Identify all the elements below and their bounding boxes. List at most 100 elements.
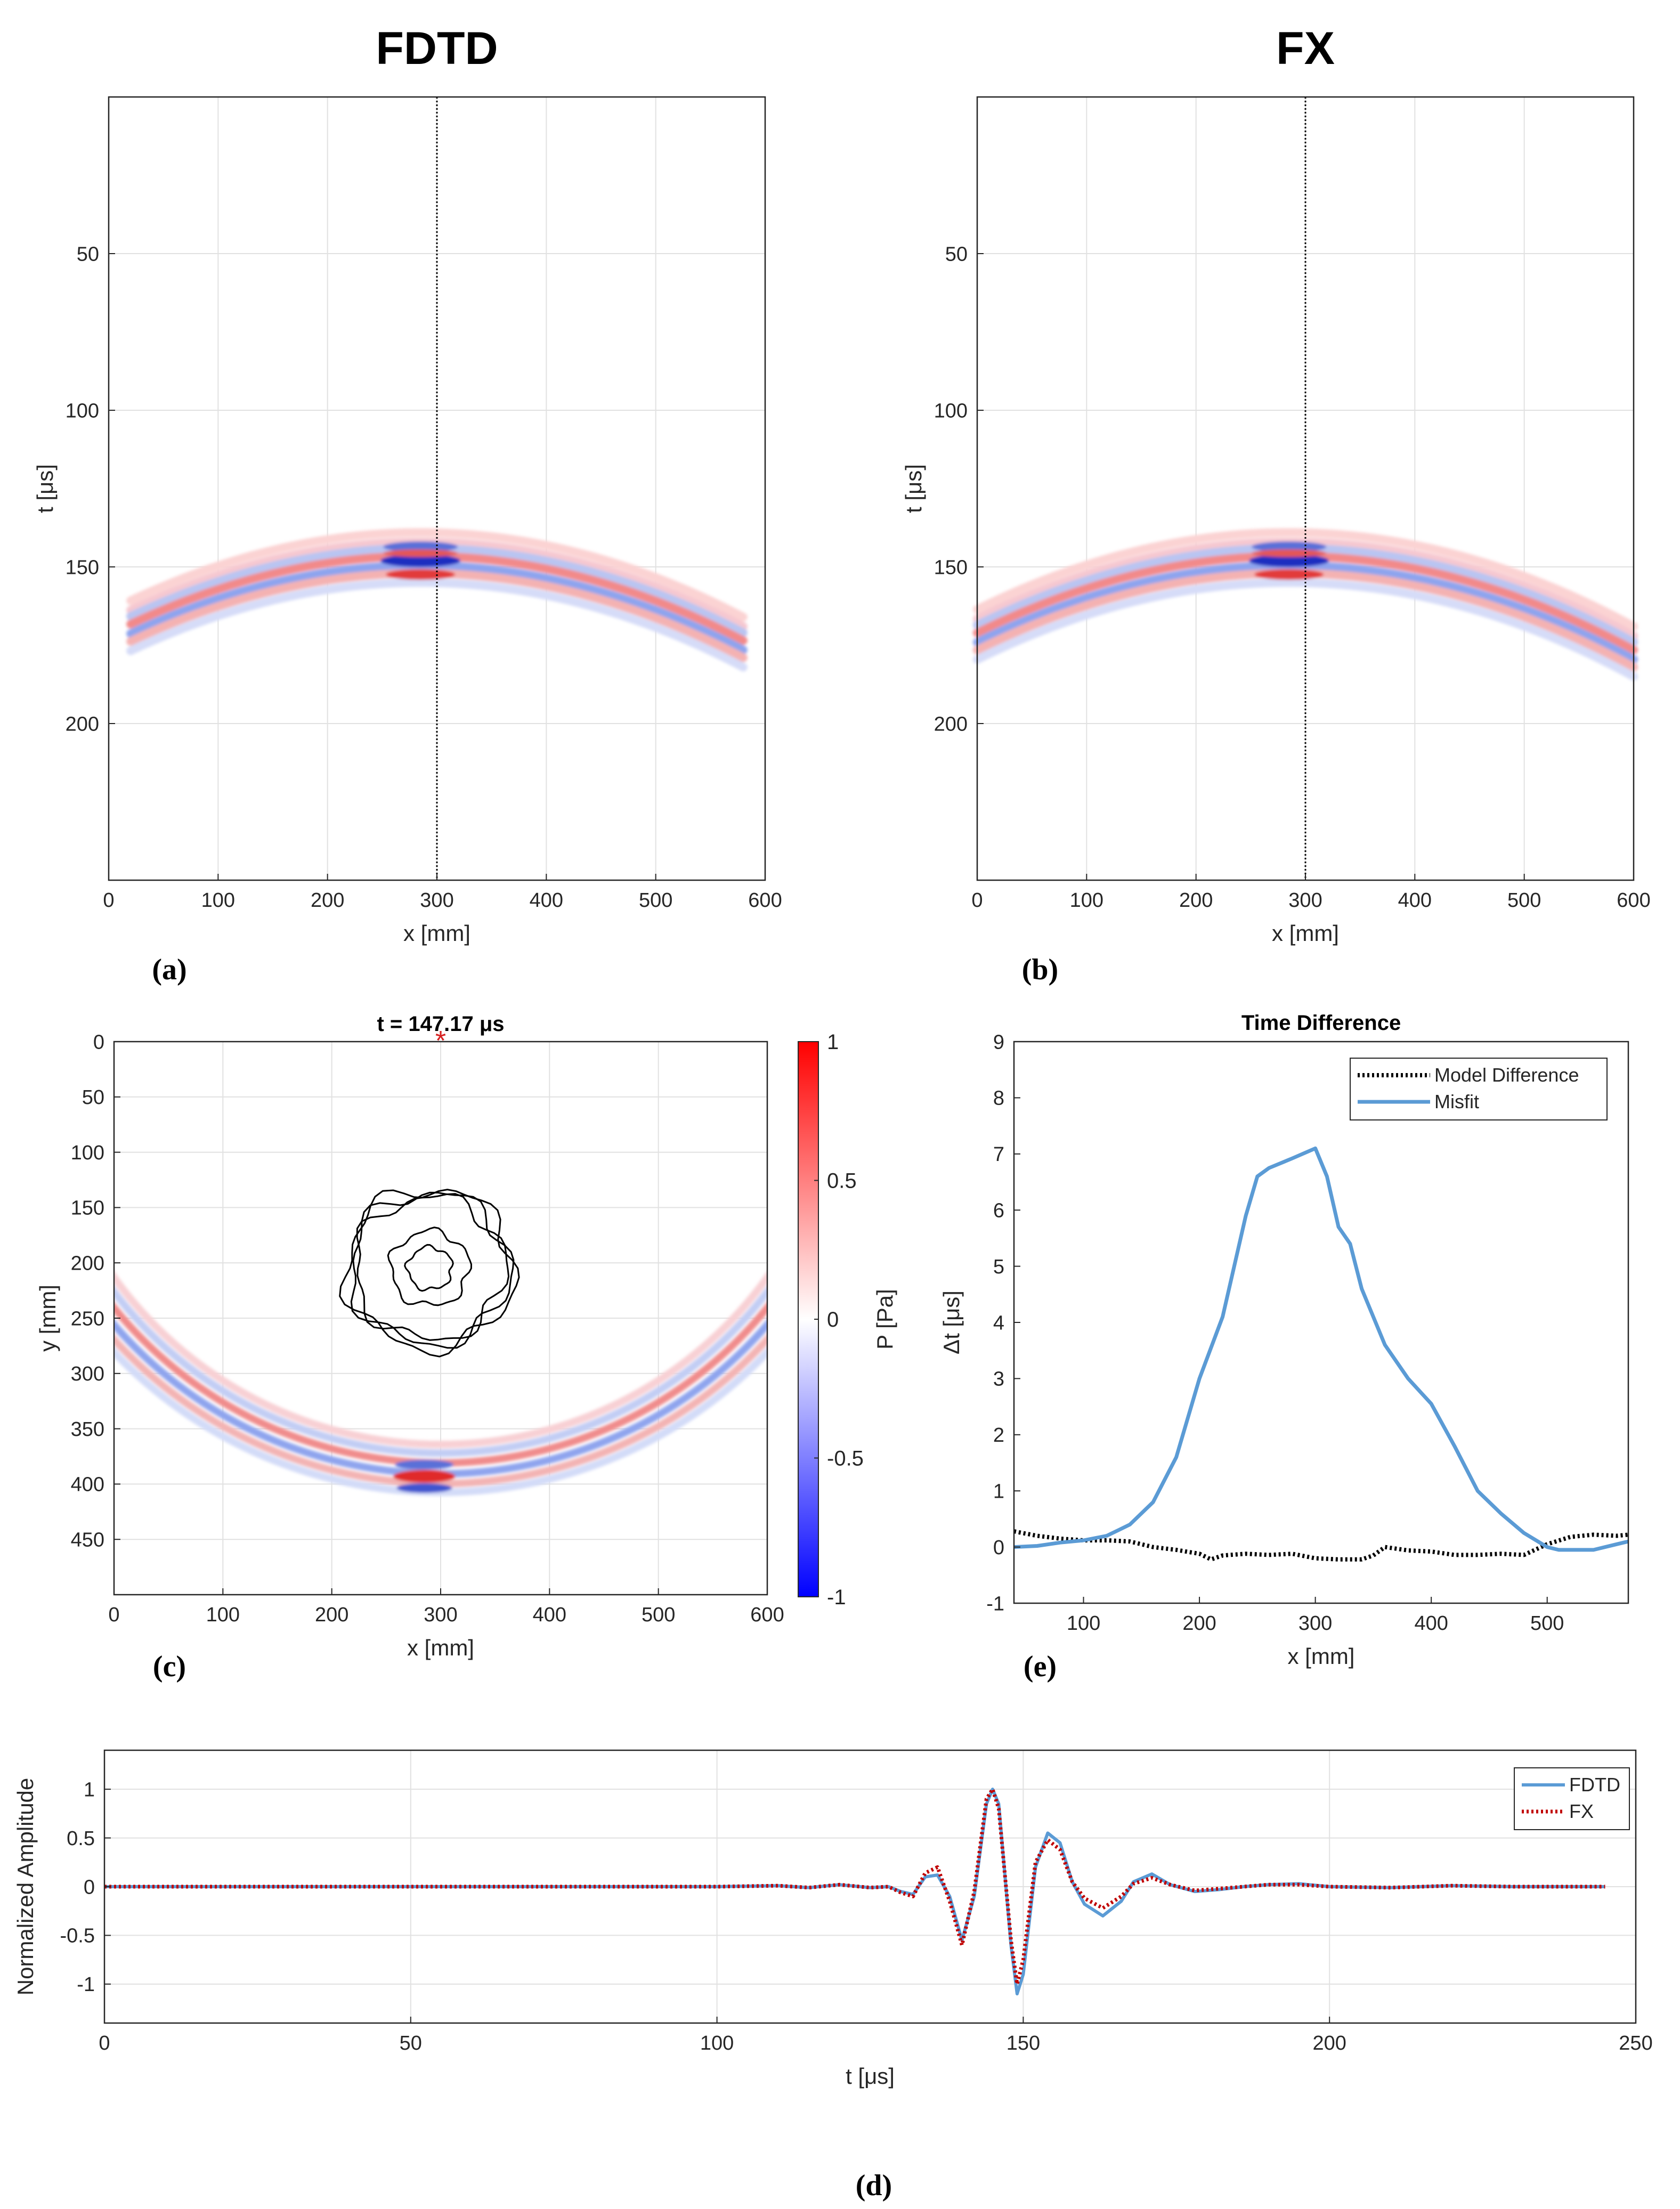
panel-title: t = 147.17 μs xyxy=(377,1012,504,1036)
y-tick-label: 350 xyxy=(71,1418,104,1441)
x-tick-label: 100 xyxy=(1067,1612,1100,1635)
x-tick-label: 500 xyxy=(1530,1612,1564,1635)
snapshot-wave xyxy=(114,1271,767,1496)
y-tick-label: -0.5 xyxy=(60,1925,95,1947)
x-tick-label: 500 xyxy=(642,1604,675,1626)
x-tick-label: 400 xyxy=(530,889,563,912)
y-tick-label: 9 xyxy=(993,1031,1004,1053)
x-tick-label: 0 xyxy=(103,889,114,912)
y-tick-label: 300 xyxy=(71,1363,104,1385)
plot-background xyxy=(1014,1042,1628,1603)
series-misfit xyxy=(1013,1146,1629,1552)
x-axis-label: x [mm] xyxy=(407,1635,474,1660)
focal-band xyxy=(383,549,458,557)
panel-d-trace: 0 50 100 150 200 250 1 0.5 0 -0.5 -1 t [μs] Normaliz… xyxy=(13,1749,1653,2089)
inclusion-contour xyxy=(356,1193,510,1341)
x-tick-label: 300 xyxy=(1288,889,1322,912)
focal-band xyxy=(386,569,456,580)
x-axis-label: x [mm] xyxy=(403,921,470,946)
y-tick-label: -1 xyxy=(986,1593,1004,1615)
focal-peak xyxy=(393,1469,456,1483)
y-tick-label: 50 xyxy=(82,1086,104,1109)
x-tick-label: 200 xyxy=(311,889,344,912)
y-tick-label: 6 xyxy=(993,1200,1004,1222)
y-tick-label: 5 xyxy=(993,1256,1004,1278)
x-tick-label: 300 xyxy=(1298,1612,1332,1635)
y-axis-label: y [mm] xyxy=(35,1285,60,1352)
x-tick-label: 50 xyxy=(400,2032,422,2054)
legend-label: Misfit xyxy=(1434,1091,1479,1112)
series-fx xyxy=(104,1787,1605,1986)
panel-c-snapshot: *0 100 200 300 400 500 60005010015020025030035… xyxy=(35,1012,897,1660)
focal-peak xyxy=(380,554,461,567)
y-tick-label: 50 xyxy=(945,243,968,265)
y-tick-label: 0 xyxy=(993,1537,1004,1559)
x-tick-label: 100 xyxy=(1070,889,1103,912)
series-model-difference xyxy=(1013,1529,1629,1562)
panel-a-fdtd: 0 100 200 300 400 500 600 50 100 150 200 x [mm] t [μ… xyxy=(33,23,782,946)
y-tick-label: 1 xyxy=(993,1481,1004,1503)
focal-band xyxy=(1252,541,1327,553)
snapshot-wave-band xyxy=(114,1346,767,1496)
y-tick-label: 3 xyxy=(993,1368,1004,1391)
y-tick-label: 100 xyxy=(934,400,968,422)
y-tick-label: 150 xyxy=(934,556,968,579)
panel-label-e: (e) xyxy=(1024,1650,1057,1683)
focal-peak xyxy=(1249,554,1329,567)
x-tick-label: 0 xyxy=(99,2032,110,2054)
y-tick-label: 200 xyxy=(934,713,968,735)
y-tick-label: 150 xyxy=(66,556,99,579)
legend-label: FDTD xyxy=(1569,1774,1620,1796)
y-tick-label: 1 xyxy=(84,1778,95,1801)
x-tick-label: 600 xyxy=(1617,889,1650,912)
x-axis-label: x [mm] xyxy=(1288,1644,1355,1669)
focal-band xyxy=(1254,569,1324,580)
colorbar-tick-label: -0.5 xyxy=(827,1447,864,1471)
y-tick-label: 450 xyxy=(71,1529,104,1552)
y-axis-label: t [μs] xyxy=(33,464,58,513)
x-tick-label: 600 xyxy=(748,889,782,912)
y-tick-label: 0.5 xyxy=(67,1828,95,1850)
y-tick-label: 150 xyxy=(71,1197,104,1220)
focal-band xyxy=(395,1459,454,1469)
x-tick-label: 150 xyxy=(1007,2032,1040,2054)
y-tick-label: 4 xyxy=(993,1312,1004,1334)
y-tick-label: 0 xyxy=(93,1031,104,1053)
x-axis-label: x [mm] xyxy=(1272,921,1339,946)
x-tick-label: 100 xyxy=(700,2032,734,2054)
focal-band xyxy=(1252,549,1327,557)
x-tick-label: 600 xyxy=(750,1604,784,1626)
x-tick-label: 500 xyxy=(1507,889,1541,912)
x-tick-label: 300 xyxy=(420,889,453,912)
x-tick-label: 300 xyxy=(424,1604,457,1626)
panel-label-d: (d) xyxy=(856,2169,892,2202)
x-tick-label: 500 xyxy=(639,889,672,912)
x-tick-label: 200 xyxy=(1312,2032,1346,2054)
x-tick-label: 400 xyxy=(533,1604,566,1626)
x-tick-label: 250 xyxy=(1619,2032,1652,2054)
y-tick-label: 200 xyxy=(66,713,99,735)
x-axis-label: t [μs] xyxy=(846,2064,895,2089)
y-tick-label: 100 xyxy=(66,400,99,422)
snapshot-wave-band xyxy=(114,1285,767,1457)
inclusion-contour xyxy=(387,1227,473,1306)
panel-title: FDTD xyxy=(376,23,498,74)
x-tick-label: 400 xyxy=(1398,889,1432,912)
snapshot-wave-band xyxy=(114,1271,767,1448)
x-tick-label: 200 xyxy=(315,1604,348,1626)
y-tick-label: 7 xyxy=(993,1143,1004,1166)
y-tick-label: -1 xyxy=(77,1974,95,1996)
y-tick-label: 100 xyxy=(71,1142,104,1164)
focal-band xyxy=(383,541,458,553)
x-tick-label: 100 xyxy=(206,1604,240,1626)
x-tick-label: 400 xyxy=(1414,1612,1448,1635)
x-tick-label: 200 xyxy=(1179,889,1213,912)
y-axis-label: Normalized Amplitude xyxy=(13,1778,38,1996)
legend-label: Model Difference xyxy=(1434,1064,1579,1086)
colorbar-label: P [Pa] xyxy=(872,1289,897,1350)
x-tick-label: 0 xyxy=(971,889,983,912)
y-axis-label: t [μs] xyxy=(901,464,926,513)
y-tick-label: 0 xyxy=(84,1876,95,1898)
inclusion-contour xyxy=(350,1191,515,1349)
